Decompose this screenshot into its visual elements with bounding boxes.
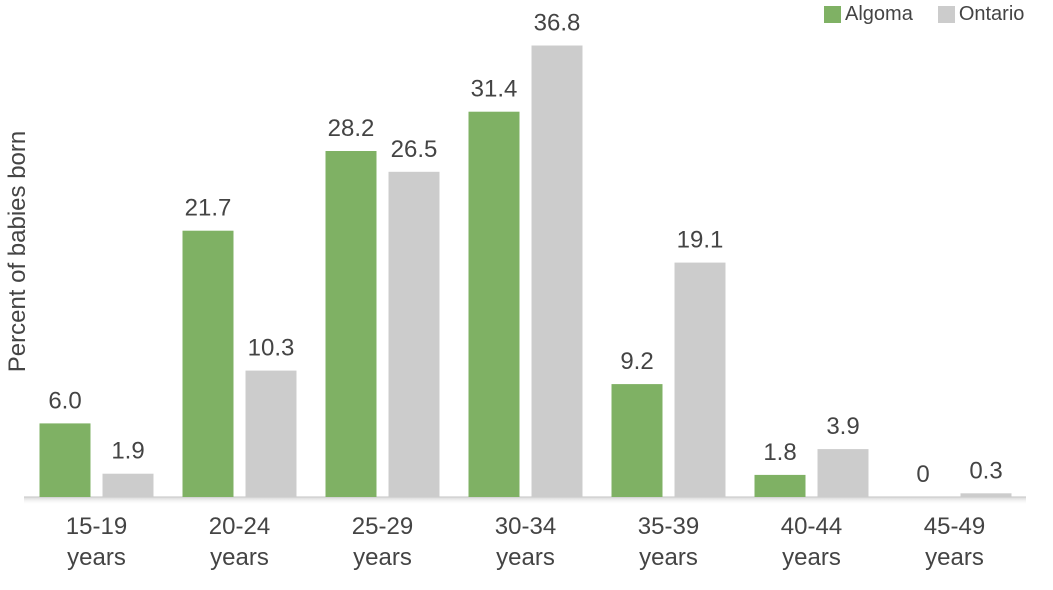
svg-text:years: years: [925, 544, 984, 571]
svg-text:36.8: 36.8: [534, 10, 581, 37]
svg-text:35-39: 35-39: [638, 513, 699, 540]
svg-text:years: years: [210, 544, 269, 571]
svg-text:9.2: 9.2: [620, 348, 653, 375]
svg-text:31.4: 31.4: [471, 76, 518, 103]
svg-text:1.9: 1.9: [111, 438, 144, 465]
svg-text:21.7: 21.7: [185, 195, 232, 222]
svg-text:6.0: 6.0: [48, 387, 81, 414]
svg-text:15-19: 15-19: [66, 513, 127, 540]
svg-text:40-44: 40-44: [781, 513, 842, 540]
svg-text:45-49: 45-49: [924, 513, 985, 540]
svg-text:3.9: 3.9: [826, 413, 859, 440]
svg-text:0.3: 0.3: [969, 457, 1002, 484]
svg-text:30-34: 30-34: [495, 513, 556, 540]
svg-text:years: years: [496, 544, 555, 571]
svg-text:1.8: 1.8: [763, 439, 796, 466]
svg-text:20-24: 20-24: [209, 513, 270, 540]
svg-text:26.5: 26.5: [391, 136, 438, 163]
svg-text:years: years: [782, 544, 841, 571]
svg-text:28.2: 28.2: [328, 115, 375, 142]
svg-text:19.1: 19.1: [677, 227, 724, 254]
svg-text:years: years: [67, 544, 126, 571]
svg-text:0: 0: [916, 461, 929, 488]
svg-text:years: years: [639, 544, 698, 571]
svg-text:10.3: 10.3: [248, 335, 295, 362]
svg-text:years: years: [353, 544, 412, 571]
svg-text:25-29: 25-29: [352, 513, 413, 540]
